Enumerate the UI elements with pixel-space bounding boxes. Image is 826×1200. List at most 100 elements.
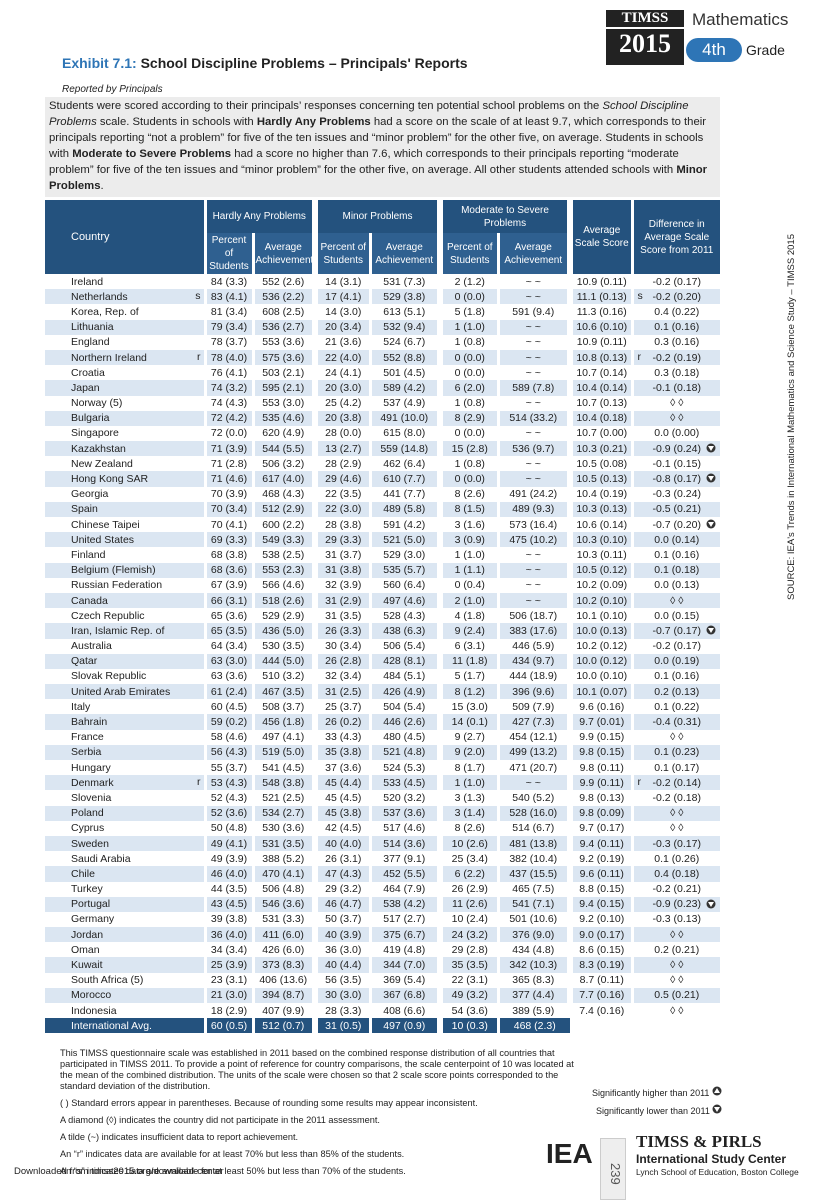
cell: 0.0 (0.19) xyxy=(630,653,720,669)
cell: 10.9 (0.11) xyxy=(567,334,632,350)
value: 446 (5.9) xyxy=(512,640,555,653)
value: ~ ~ xyxy=(525,397,541,410)
value: 499 (13.2) xyxy=(509,746,558,759)
cell: 10.6 (0.14) xyxy=(567,517,632,533)
value: 10.3 (0.13) xyxy=(576,503,628,516)
country: Netherlands s xyxy=(45,289,205,305)
country-name: Chinese Taipei xyxy=(71,518,140,531)
legend-item: Significantly higher than 2011 xyxy=(592,1086,722,1098)
row: Georgia 70 (3.9) 468 (4.3) 22 (3.5) 441 (7.7… xyxy=(45,486,720,502)
value: 31 (3.7) xyxy=(325,548,362,561)
value: 40 (3.9) xyxy=(325,928,362,941)
grade: Grade xyxy=(746,42,785,58)
country-name: Kuwait xyxy=(71,959,103,972)
cell: 438 (6.3) xyxy=(368,623,440,639)
intro: Students were scored according to their … xyxy=(45,97,720,197)
value: 538 (4.2) xyxy=(383,898,426,911)
cell: ◊ ◊ xyxy=(630,820,720,836)
cell: 63 (3.0) xyxy=(203,653,253,669)
value: 534 (2.7) xyxy=(262,807,305,820)
value: 17 (4.1) xyxy=(325,290,362,303)
cell: 10.7 (0.14) xyxy=(567,365,632,381)
value: 71 (4.6) xyxy=(210,473,248,486)
value: 531 (7.3) xyxy=(383,275,426,288)
value: -0.2 (0.18) xyxy=(652,791,701,804)
value: 376 (9.0) xyxy=(512,928,555,941)
grade-num: 4th xyxy=(686,38,742,62)
cell: 536 (2.7) xyxy=(251,319,315,335)
value: 36 (4.0) xyxy=(210,928,248,941)
value: 10 (0.3) xyxy=(451,1019,488,1032)
cell: -0.9 (0.23) xyxy=(630,896,720,912)
value: 538 (2.5) xyxy=(262,548,305,561)
value: 10.2 (0.12) xyxy=(576,640,628,653)
value: 509 (7.9) xyxy=(512,700,555,713)
value: 521 (5.0) xyxy=(383,533,426,546)
cell: 0.0 (0.15) xyxy=(630,608,720,624)
value: 25 (3.7) xyxy=(325,700,362,713)
cell: 534 (2.7) xyxy=(251,805,315,821)
country: International Avg. xyxy=(45,1018,205,1034)
country: Czech Republic xyxy=(45,608,205,623)
value: 375 (6.7) xyxy=(383,928,426,941)
value: 369 (5.4) xyxy=(383,974,426,987)
cell: 10.2 (0.09) xyxy=(567,577,632,593)
country: Kuwait xyxy=(45,957,205,973)
cell: 8.3 (0.19) xyxy=(567,957,632,973)
value: 60 (4.5) xyxy=(210,700,248,713)
value: 9.9 (0.15) xyxy=(579,731,625,744)
value: 529 (3.0) xyxy=(383,548,426,561)
value: 514 (3.6) xyxy=(383,837,426,850)
cell: ~ ~ xyxy=(496,365,570,381)
value: 11 (1.8) xyxy=(452,655,488,668)
cell: 521 (5.0) xyxy=(368,532,440,548)
value: 76 (4.1) xyxy=(210,366,248,379)
cell: -0.3 (0.17) xyxy=(630,835,720,852)
value: ~ ~ xyxy=(525,473,541,486)
value: 2 (1.2) xyxy=(454,275,485,288)
value: 14 (3.0) xyxy=(325,305,362,318)
value: 8.7 (0.11) xyxy=(579,974,624,987)
exhibit: Exhibit 7.1: xyxy=(62,55,137,71)
country: Ireland xyxy=(45,274,205,289)
cell: 68 (3.8) xyxy=(203,547,253,563)
value: 21 (3.6) xyxy=(325,336,362,349)
value: 63 (3.6) xyxy=(210,670,248,683)
cell: 10.3 (0.13) xyxy=(567,501,632,517)
cell: ◊ ◊ xyxy=(630,805,720,821)
cell: 58 (4.6) xyxy=(203,729,253,745)
country: France xyxy=(45,730,205,745)
value: -0.2 (0.20) xyxy=(652,290,701,303)
cell: 9 (2.4) xyxy=(437,623,498,639)
country-name: Georgia xyxy=(71,488,109,501)
value: 0.1 (0.22) xyxy=(654,700,700,713)
value: ~ ~ xyxy=(525,564,541,577)
cell: 446 (5.9) xyxy=(496,638,570,654)
cell: 46 (4.7) xyxy=(312,896,370,912)
cell: -0.3 (0.24) xyxy=(630,486,720,502)
cell: 444 (5.0) xyxy=(251,653,315,669)
value: 10.2 (0.10) xyxy=(576,594,628,607)
cell: 6 (2.0) xyxy=(437,380,498,396)
value: 608 (2.5) xyxy=(262,305,305,318)
value: 10.6 (0.10) xyxy=(576,321,628,334)
value: 47 (4.3) xyxy=(325,867,362,880)
value: 613 (5.1) xyxy=(383,305,426,318)
cell: 549 (3.3) xyxy=(251,532,315,548)
country: Spain xyxy=(45,501,205,517)
download: Downloaded from timss2015.org/download-c… xyxy=(14,1166,224,1177)
cell: -0.7 (0.17) xyxy=(630,623,720,639)
cell: 8 (2.6) xyxy=(437,820,498,836)
cell: 375 (6.7) xyxy=(368,927,440,943)
legend-text: Significantly higher than 2011 xyxy=(592,1088,710,1098)
cell: 552 (8.8) xyxy=(368,349,440,366)
country-name: Kazakhstan xyxy=(71,442,126,455)
value: 45 (4.5) xyxy=(325,791,362,804)
cell: 35 (3.8) xyxy=(312,744,370,760)
value: -0.9 (0.23) xyxy=(652,898,701,911)
cell: 434 (4.8) xyxy=(496,942,570,958)
cell: 26 (3.1) xyxy=(312,851,370,867)
value: 9.7 (0.17) xyxy=(579,822,625,835)
cell: 521 (2.5) xyxy=(251,790,315,806)
diff-header: Difference in Average Scale Score from 2… xyxy=(630,200,720,274)
